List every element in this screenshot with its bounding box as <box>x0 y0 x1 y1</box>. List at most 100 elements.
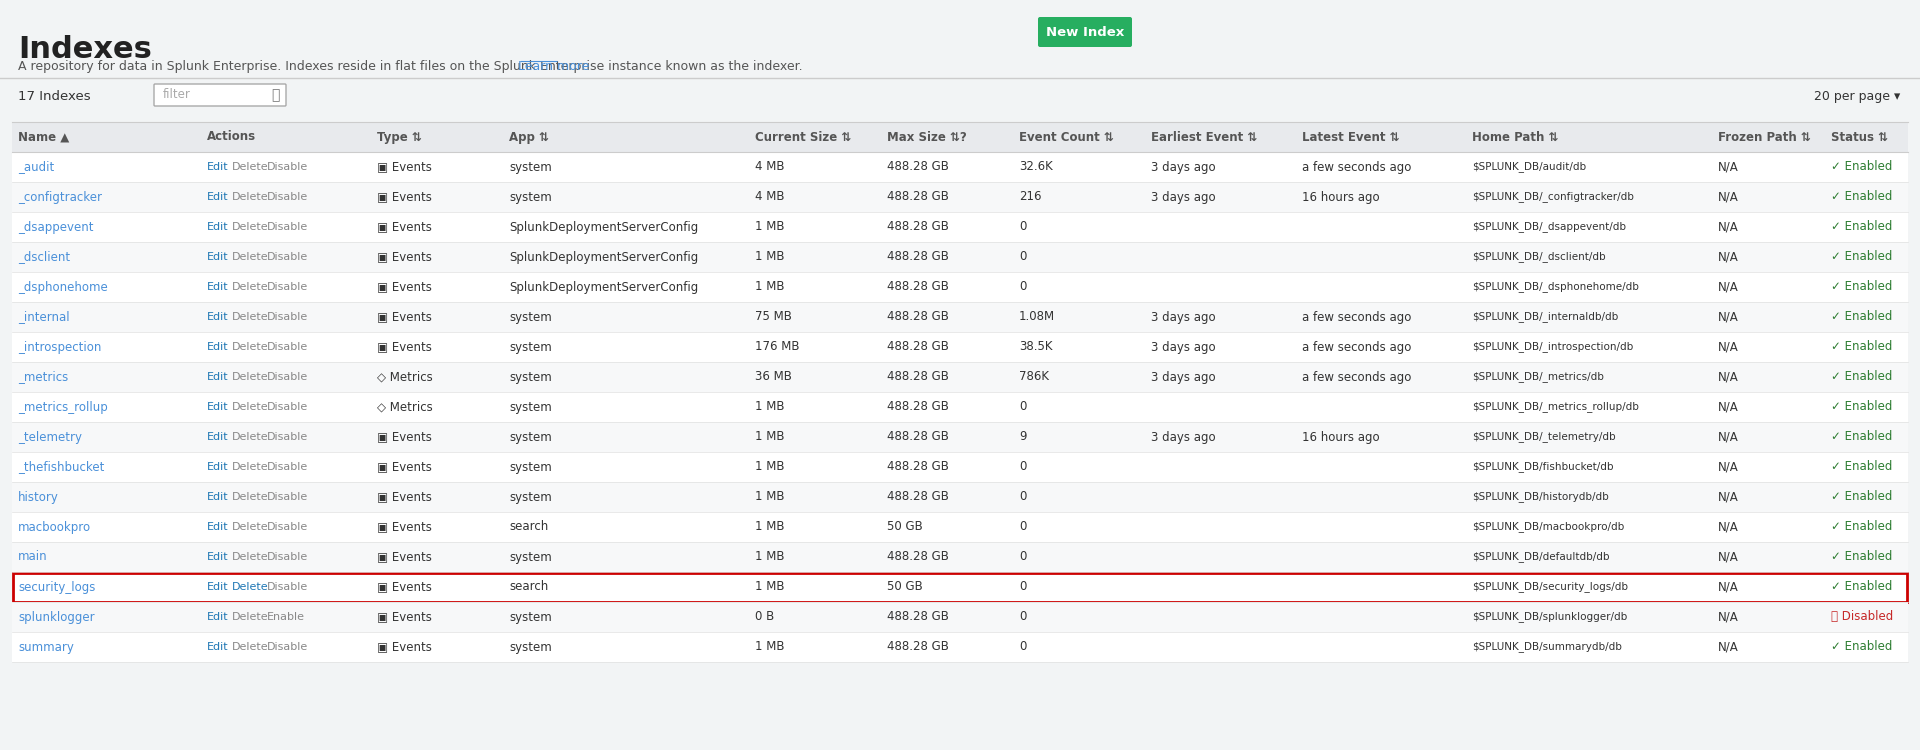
Text: Edit: Edit <box>207 612 228 622</box>
Text: _metrics_rollup: _metrics_rollup <box>17 400 108 413</box>
Text: Delete: Delete <box>232 342 269 352</box>
Text: Edit: Edit <box>207 162 228 172</box>
Text: Disable: Disable <box>267 162 309 172</box>
FancyBboxPatch shape <box>12 602 1908 632</box>
Text: a few seconds ago: a few seconds ago <box>1302 370 1411 383</box>
Text: SplunkDeploymentServerConfig: SplunkDeploymentServerConfig <box>509 280 699 293</box>
Text: 216: 216 <box>1020 190 1041 203</box>
Text: Edit: Edit <box>207 252 228 262</box>
Text: ▣ Events: ▣ Events <box>376 310 432 323</box>
Text: Edit: Edit <box>207 492 228 502</box>
Text: 1 MB: 1 MB <box>755 550 785 563</box>
Text: ✓ Enabled: ✓ Enabled <box>1832 520 1893 533</box>
FancyBboxPatch shape <box>12 242 1908 272</box>
Text: 1 MB: 1 MB <box>755 640 785 653</box>
Text: 488.28 GB: 488.28 GB <box>887 640 948 653</box>
Text: ✓ Enabled: ✓ Enabled <box>1832 400 1893 413</box>
Text: Disable: Disable <box>267 582 309 592</box>
Text: 1 MB: 1 MB <box>755 580 785 593</box>
Text: 488.28 GB: 488.28 GB <box>887 160 948 173</box>
Text: 0: 0 <box>1020 490 1027 503</box>
Text: 0: 0 <box>1020 280 1027 293</box>
Text: 0: 0 <box>1020 550 1027 563</box>
Text: _dsappevent: _dsappevent <box>17 220 94 233</box>
Text: 488.28 GB: 488.28 GB <box>887 340 948 353</box>
Text: 20 per page ▾: 20 per page ▾ <box>1814 90 1901 103</box>
Text: SplunkDeploymentServerConfig: SplunkDeploymentServerConfig <box>509 251 699 263</box>
Text: N/A: N/A <box>1718 640 1740 653</box>
Text: $SPLUNK_DB/defaultdb/db: $SPLUNK_DB/defaultdb/db <box>1473 551 1609 562</box>
Text: Delete: Delete <box>232 492 269 502</box>
Text: Delete: Delete <box>232 522 269 532</box>
Text: 1 MB: 1 MB <box>755 280 785 293</box>
Text: 488.28 GB: 488.28 GB <box>887 251 948 263</box>
Text: $SPLUNK_DB/_internaldb/db: $SPLUNK_DB/_internaldb/db <box>1473 311 1619 322</box>
Text: _dsphonehome: _dsphonehome <box>17 280 108 293</box>
Text: $SPLUNK_DB/_dsclient/db: $SPLUNK_DB/_dsclient/db <box>1473 251 1605 262</box>
Text: Disable: Disable <box>267 192 309 202</box>
Text: N/A: N/A <box>1718 550 1740 563</box>
Text: 50 GB: 50 GB <box>887 580 924 593</box>
Text: N/A: N/A <box>1718 490 1740 503</box>
Text: filter: filter <box>163 88 190 101</box>
Text: system: system <box>509 610 551 623</box>
Text: N/A: N/A <box>1718 520 1740 533</box>
Text: N/A: N/A <box>1718 280 1740 293</box>
Text: A repository for data in Splunk Enterprise. Indexes reside in flat files on the : A repository for data in Splunk Enterpri… <box>17 60 803 73</box>
Text: N/A: N/A <box>1718 580 1740 593</box>
Text: ✓ Enabled: ✓ Enabled <box>1832 251 1893 263</box>
Text: 0: 0 <box>1020 400 1027 413</box>
FancyBboxPatch shape <box>12 152 1908 182</box>
Text: Delete: Delete <box>232 222 269 232</box>
Text: system: system <box>509 550 551 563</box>
Text: 0: 0 <box>1020 520 1027 533</box>
Text: a few seconds ago: a few seconds ago <box>1302 310 1411 323</box>
Text: N/A: N/A <box>1718 610 1740 623</box>
Text: Delete: Delete <box>232 612 269 622</box>
Text: 4 MB: 4 MB <box>755 160 785 173</box>
Text: _thefishbucket: _thefishbucket <box>17 460 104 473</box>
Text: 3 days ago: 3 days ago <box>1150 190 1215 203</box>
Text: Disable: Disable <box>267 432 309 442</box>
Text: splunklogger: splunklogger <box>17 610 94 623</box>
Text: ✓ Enabled: ✓ Enabled <box>1832 190 1893 203</box>
Text: ✓ Enabled: ✓ Enabled <box>1832 460 1893 473</box>
Text: Earliest Event ⇅: Earliest Event ⇅ <box>1150 130 1258 143</box>
Text: ✓ Enabled: ✓ Enabled <box>1832 160 1893 173</box>
Text: Edit: Edit <box>207 552 228 562</box>
Text: Edit: Edit <box>207 402 228 412</box>
Text: 17 Indexes: 17 Indexes <box>17 90 90 103</box>
Text: $SPLUNK_DB/splunklogger/db: $SPLUNK_DB/splunklogger/db <box>1473 611 1628 622</box>
Text: Type ⇅: Type ⇅ <box>376 130 422 143</box>
Text: 1 MB: 1 MB <box>755 520 785 533</box>
Text: 488.28 GB: 488.28 GB <box>887 430 948 443</box>
Text: Edit: Edit <box>207 522 228 532</box>
Text: _telemetry: _telemetry <box>17 430 83 443</box>
Text: Disable: Disable <box>267 522 309 532</box>
Text: Delete: Delete <box>232 252 269 262</box>
Text: $SPLUNK_DB/_introspection/db: $SPLUNK_DB/_introspection/db <box>1473 341 1634 352</box>
Text: _dsclient: _dsclient <box>17 251 71 263</box>
Text: ▣ Events: ▣ Events <box>376 160 432 173</box>
Text: 488.28 GB: 488.28 GB <box>887 460 948 473</box>
Text: 0 B: 0 B <box>755 610 774 623</box>
Text: 3 days ago: 3 days ago <box>1150 430 1215 443</box>
Text: N/A: N/A <box>1718 310 1740 323</box>
Text: 0: 0 <box>1020 610 1027 623</box>
Text: Edit: Edit <box>207 462 228 472</box>
Text: 1 MB: 1 MB <box>755 430 785 443</box>
Text: ▣ Events: ▣ Events <box>376 610 432 623</box>
Text: ▣ Events: ▣ Events <box>376 340 432 353</box>
Text: 1 MB: 1 MB <box>755 220 785 233</box>
Text: Edit: Edit <box>207 432 228 442</box>
FancyBboxPatch shape <box>12 512 1908 542</box>
FancyBboxPatch shape <box>12 482 1908 512</box>
Text: ▣ Events: ▣ Events <box>376 520 432 533</box>
Text: Status ⇅: Status ⇅ <box>1832 130 1887 143</box>
Text: _configtracker: _configtracker <box>17 190 102 203</box>
Text: Edit: Edit <box>207 372 228 382</box>
Text: Disable: Disable <box>267 552 309 562</box>
FancyBboxPatch shape <box>12 182 1908 212</box>
Text: ▣ Events: ▣ Events <box>376 251 432 263</box>
FancyBboxPatch shape <box>12 542 1908 572</box>
